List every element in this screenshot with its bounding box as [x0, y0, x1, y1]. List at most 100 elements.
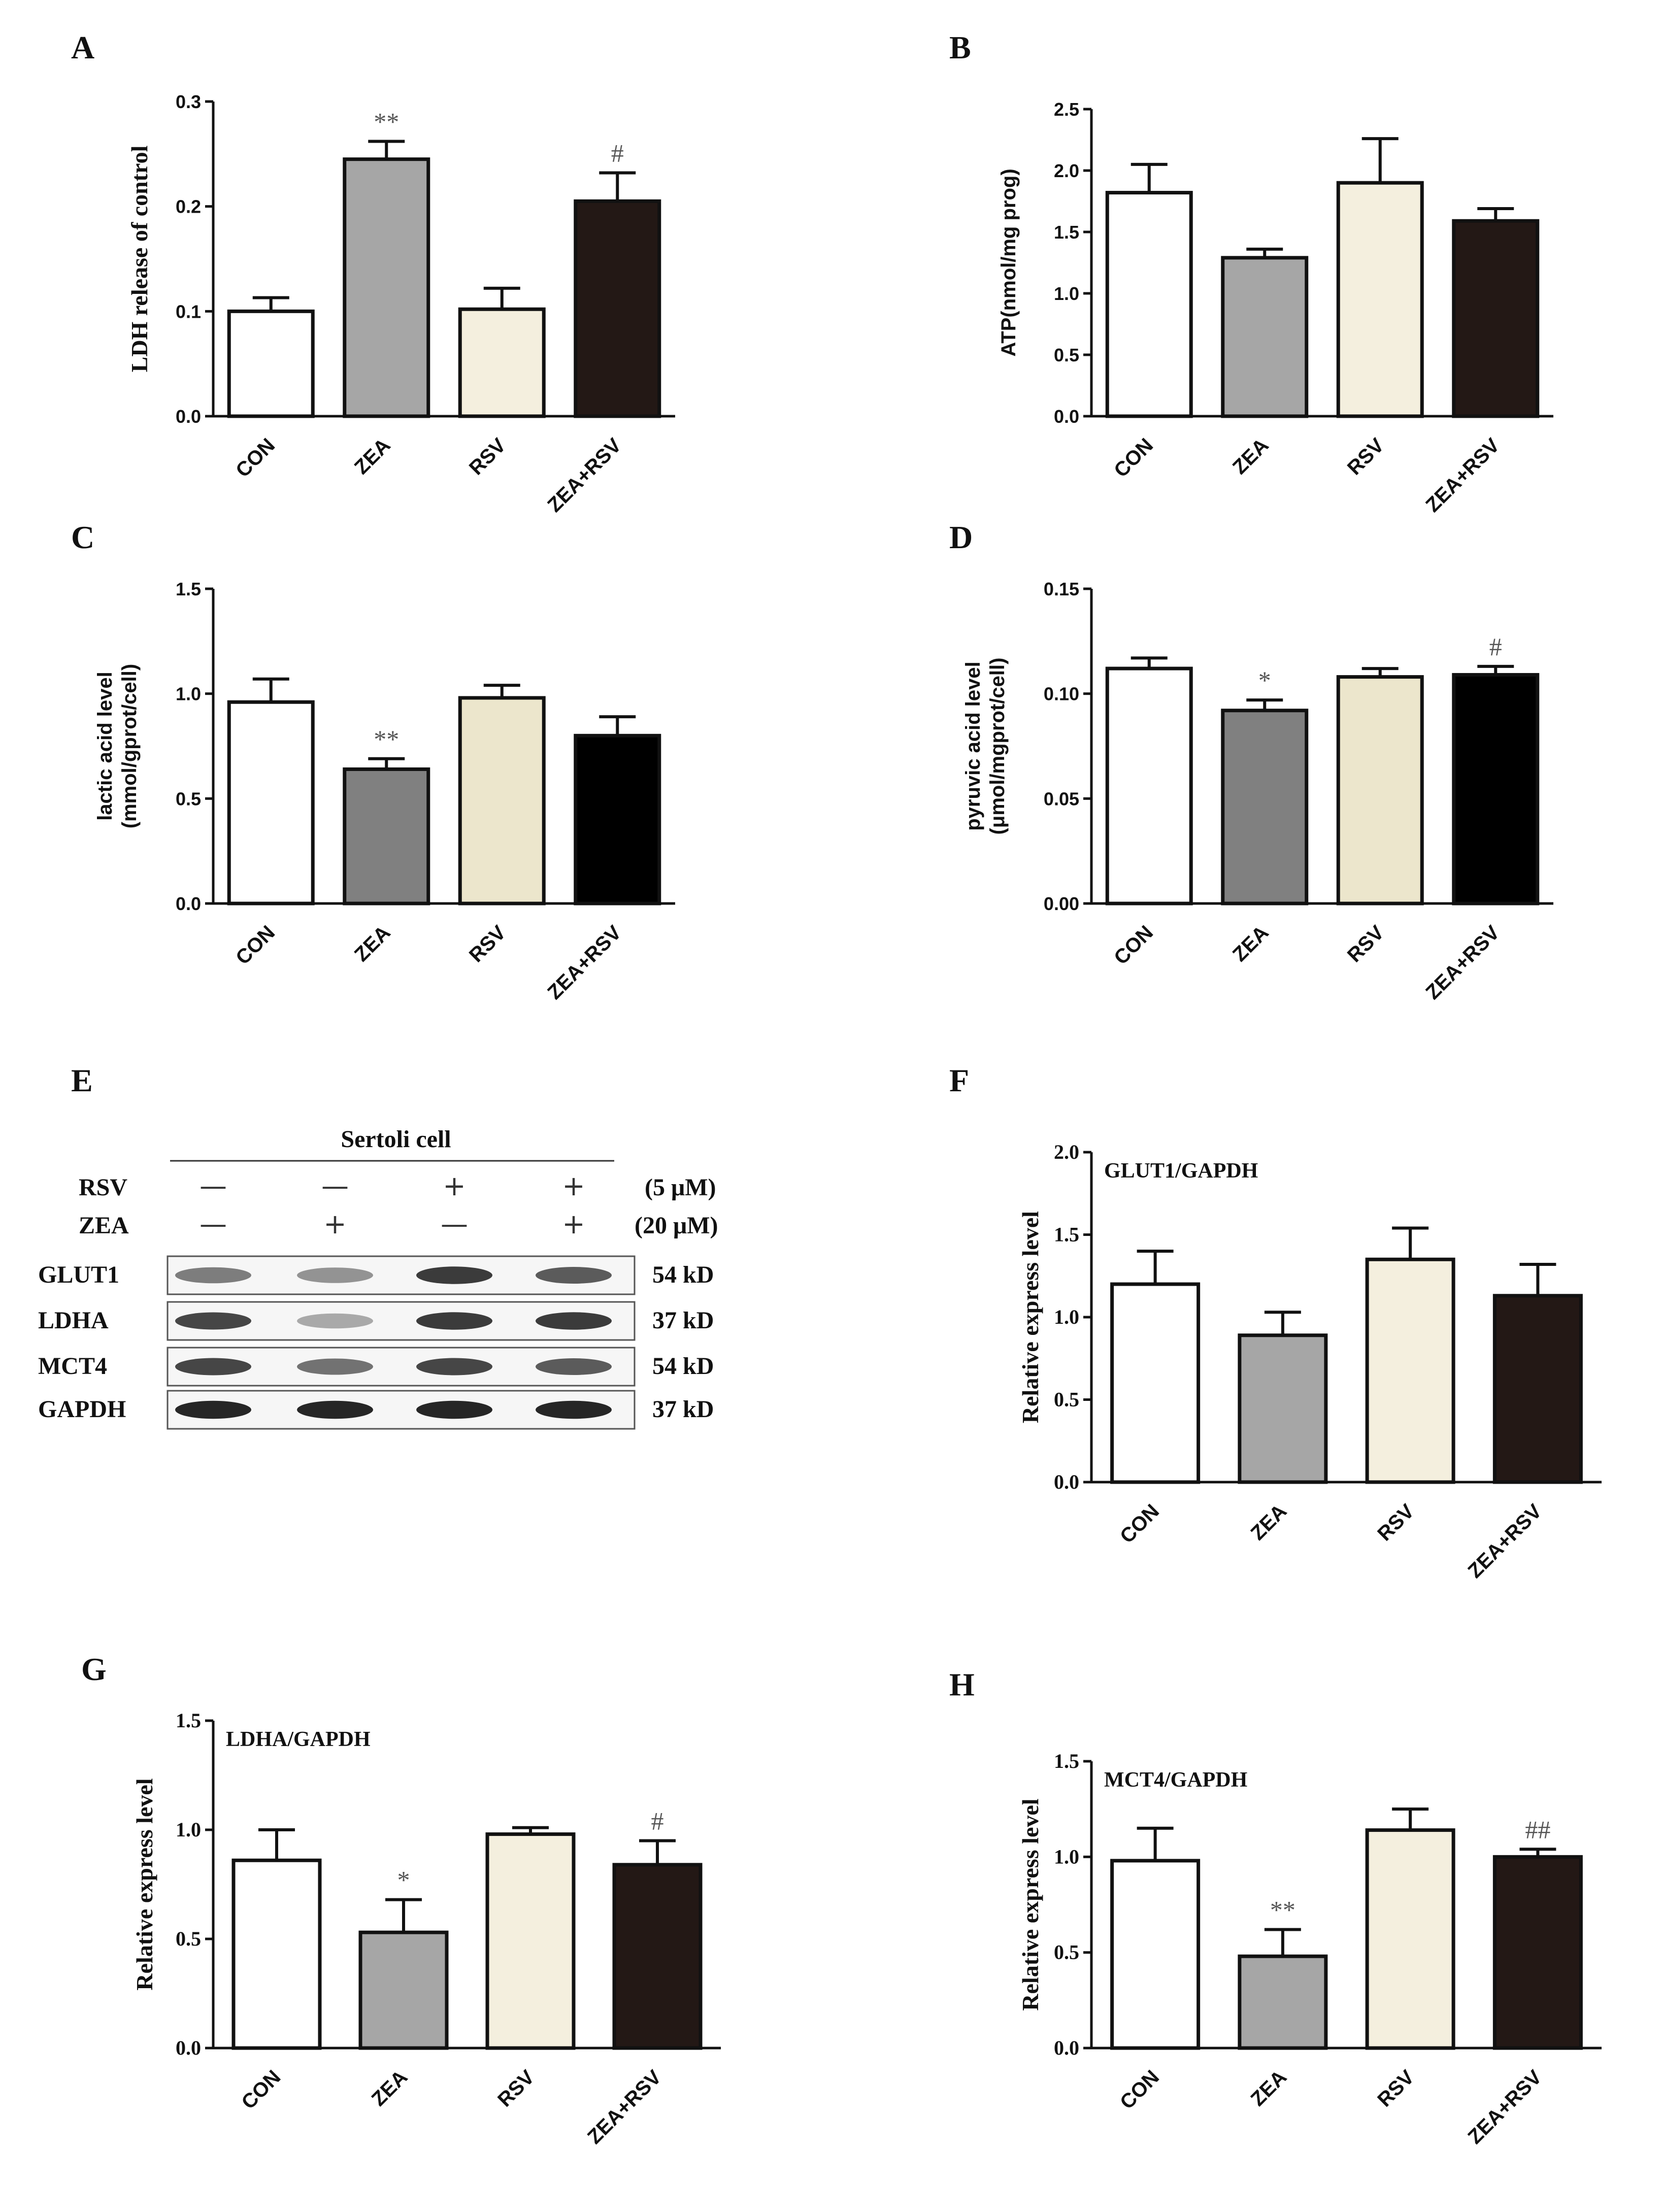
chart-d-y-label: pyruvic acid level	[962, 661, 984, 831]
chart-a-y-tick-label: 0.1	[176, 301, 201, 322]
chart-g-x-tick-label: ZEA+RSV	[583, 2066, 666, 2149]
chart-a-significance-mark: **	[374, 108, 399, 136]
chart-d-y-tick-label: 0.05	[1044, 788, 1079, 809]
chart-c-x-tick-label: ZEA+RSV	[543, 921, 626, 1004]
chart-d-y-label: (μmol/mgprot/cell)	[986, 658, 1009, 835]
wb-band-label-mct4: MCT4	[38, 1353, 107, 1380]
chart-f-bar-zea-rsv	[1492, 1294, 1583, 1484]
chart-h-error-bar	[1264, 1928, 1301, 1957]
chart-c-y-tick-label: 1.5	[176, 579, 201, 599]
chart-h-bar-rsv	[1365, 1828, 1455, 2050]
wb-band-glut1	[175, 1267, 251, 1284]
panel-label-h: H	[949, 1666, 975, 1702]
chart-a-y-tick-label: 0.0	[176, 406, 201, 427]
wb-band-glut1	[536, 1267, 612, 1284]
chart-b-x-tick-label: ZEA+RSV	[1421, 434, 1504, 517]
chart-b-y-tick-label: 2.5	[1054, 99, 1079, 120]
chart-h-significance-mark: ##	[1525, 1815, 1550, 1844]
wb-band-mct4	[416, 1358, 492, 1376]
chart-c-bar-zea-rsv	[574, 733, 661, 906]
chart-g-bar-rsv	[485, 1832, 576, 2050]
wb-treatment-zea-name: ZEA	[79, 1212, 129, 1239]
chart-h-x-tick-label: RSV	[1373, 2066, 1418, 2111]
chart-g-x-tick-label: CON	[237, 2066, 285, 2114]
panel-label-a: A	[71, 29, 94, 65]
wb-sign-rsv-1: —	[200, 1170, 227, 1202]
wb-band-glut1	[297, 1267, 373, 1283]
chart-g-bar-zea	[358, 1930, 449, 2050]
chart-f-error-bar	[1264, 1311, 1301, 1335]
chart-b-x-tick-label: CON	[1110, 434, 1157, 482]
chart-c-error-bar	[252, 677, 289, 702]
chart-c-lactic-acid: 0.0 0.5 1.0 1.5 lactic acid level (mmol/gprot…	[94, 579, 675, 1004]
chart-d-bar-zea-rsv	[1452, 673, 1540, 906]
chart-f-bar-rsv	[1365, 1257, 1455, 1484]
chart-d-x-tick-label: ZEA+RSV	[1421, 921, 1504, 1004]
chart-g-x-tick-label: ZEA	[368, 2066, 412, 2110]
wb-title: Sertoli cell	[341, 1126, 451, 1153]
chart-c-y-tick-label: 1.0	[176, 684, 201, 705]
chart-f-error-bar	[1392, 1226, 1429, 1260]
chart-b-error-bar	[1477, 207, 1514, 221]
chart-d-bar-rsv	[1336, 675, 1424, 906]
wb-band-mct4	[297, 1358, 373, 1375]
chart-b-error-bar	[1361, 137, 1399, 183]
wb-band-ldha	[416, 1312, 492, 1330]
wb-band-size-glut1: 54 kD	[652, 1261, 714, 1288]
western-blot: Sertoli cell RSV — — + + (5 μM) ZEA — + …	[38, 1126, 718, 1430]
wb-sign-zea-1: —	[200, 1208, 227, 1240]
chart-a-x-tick-label: ZEA	[350, 434, 395, 479]
chart-c-error-bar	[368, 757, 405, 769]
chart-f-x-tick-label: ZEA	[1247, 1500, 1291, 1545]
chart-c-x-tick-label: CON	[231, 921, 279, 969]
chart-c-x-tick-label: ZEA	[350, 921, 395, 966]
wb-band-mct4	[175, 1358, 251, 1376]
chart-d-error-bar	[1246, 698, 1283, 711]
chart-f-y-tick-label: 0.5	[1054, 1388, 1079, 1411]
chart-d-error-bar	[1131, 656, 1168, 669]
chart-b-y-tick-label: 1.0	[1054, 283, 1079, 304]
chart-h-y-tick-label: 0.5	[1054, 1941, 1079, 1964]
wb-band-gapdh	[536, 1400, 612, 1419]
chart-b-y-tick-label: 2.0	[1054, 160, 1079, 181]
chart-d-y-tick-label: 0.15	[1044, 579, 1079, 599]
chart-a-error-bar	[483, 286, 520, 310]
chart-b-bar-con	[1105, 191, 1193, 418]
chart-a-y-tick-label: 0.2	[176, 196, 201, 217]
chart-h-error-bar	[1519, 1848, 1556, 1857]
chart-b-error-bar	[1131, 162, 1168, 193]
chart-f-y-tick-label: 2.0	[1054, 1141, 1079, 1163]
chart-h-bar-zea-rsv	[1492, 1855, 1583, 2050]
chart-d-bar-zea	[1221, 709, 1309, 906]
chart-g-y-tick-label: 0.0	[176, 2036, 201, 2059]
chart-f-x-tick-label: ZEA+RSV	[1464, 1500, 1546, 1583]
chart-c-significance-mark: **	[374, 725, 399, 753]
chart-g-title: LDHA/GAPDH	[226, 1728, 371, 1751]
chart-b-error-bar	[1246, 247, 1283, 258]
chart-g-significance-mark: *	[397, 1866, 410, 1894]
wb-band-size-gapdh: 37 kD	[652, 1396, 714, 1423]
wb-sign-zea-3: —	[441, 1208, 468, 1240]
chart-g-y-tick-label: 1.5	[176, 1709, 201, 1732]
wb-band-label-gapdh: GAPDH	[38, 1396, 126, 1423]
panel-label-g: G	[81, 1651, 107, 1687]
chart-h-error-bar	[1137, 1826, 1174, 1861]
chart-c-y-label: (mmol/gprot/cell)	[118, 664, 141, 828]
chart-h-x-tick-label: ZEA+RSV	[1464, 2066, 1546, 2149]
wb-treatment-rsv-dose: (5 μM)	[645, 1174, 716, 1201]
chart-h-y-tick-label: 1.0	[1054, 1845, 1079, 1868]
panel-label-f: F	[949, 1062, 969, 1098]
chart-f-y-tick-label: 1.0	[1054, 1305, 1079, 1328]
chart-a-x-tick-label: CON	[231, 434, 279, 482]
panel-label-b: B	[949, 29, 971, 65]
chart-g-significance-mark: #	[651, 1807, 664, 1835]
chart-h-error-bar	[1392, 1807, 1429, 1830]
chart-d-y-tick-label: 0.00	[1044, 893, 1079, 914]
wb-sign-rsv-2: —	[321, 1170, 349, 1202]
chart-b-x-tick-label: ZEA	[1228, 434, 1273, 479]
chart-g-bar-zea-rsv	[612, 1863, 703, 2050]
chart-f-x-tick-label: RSV	[1373, 1500, 1418, 1545]
chart-d-error-bar	[1477, 664, 1514, 675]
chart-f-y-tick-label: 1.5	[1054, 1223, 1079, 1246]
